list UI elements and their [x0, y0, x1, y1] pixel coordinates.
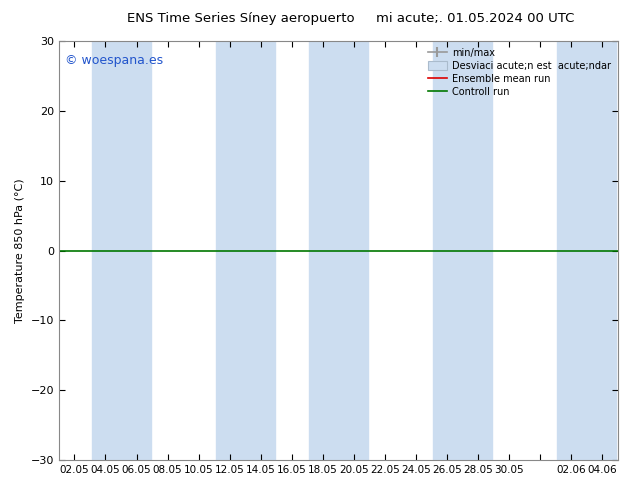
Bar: [216, 41, 275, 460]
Text: © woespana.es: © woespana.es: [65, 53, 163, 67]
Text: ENS Time Series Síney aeropuerto: ENS Time Series Síney aeropuerto: [127, 12, 355, 25]
Y-axis label: Temperature 850 hPa (°C): Temperature 850 hPa (°C): [15, 178, 25, 323]
Bar: [557, 41, 616, 460]
Text: mi acute;. 01.05.2024 00 UTC: mi acute;. 01.05.2024 00 UTC: [377, 12, 574, 25]
Bar: [309, 41, 368, 460]
Bar: [91, 41, 150, 460]
Bar: [433, 41, 492, 460]
Legend: min/max, Desviaci acute;n est  acute;ndar, Ensemble mean run, Controll run: min/max, Desviaci acute;n est acute;ndar…: [424, 44, 615, 100]
